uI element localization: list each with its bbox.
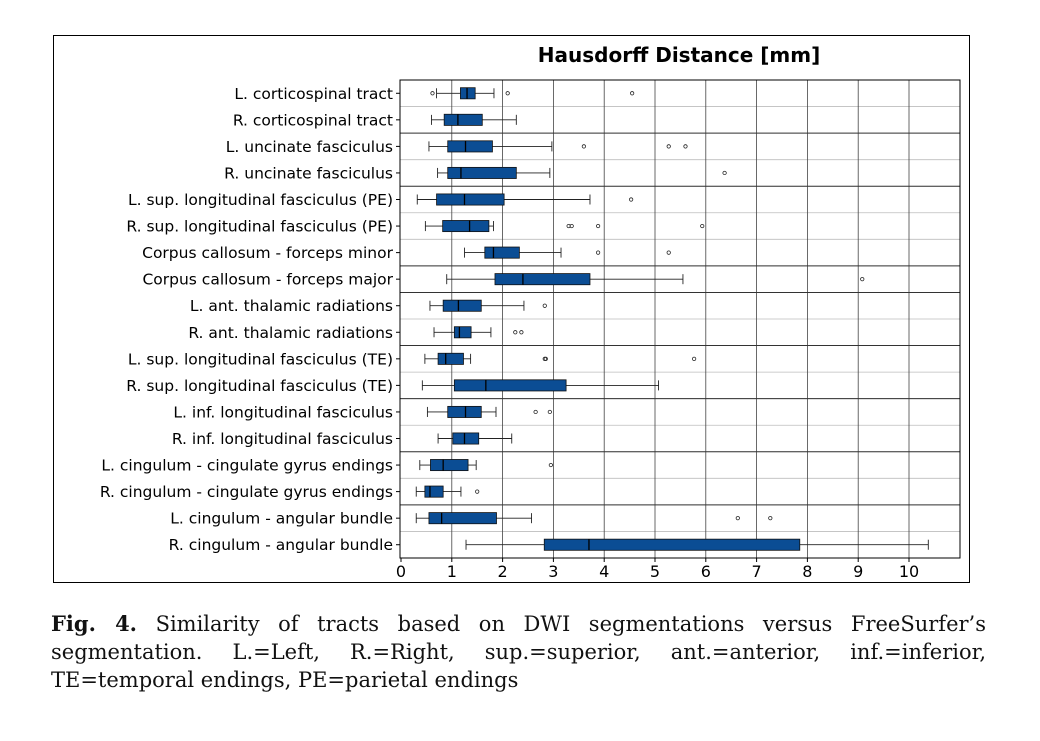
category-label: R. sup. longitudinal fasciculus (TE) — [126, 377, 393, 395]
box-iqr — [447, 140, 493, 153]
box-iqr — [430, 459, 469, 472]
box-iqr — [453, 326, 472, 339]
category-label: L. inf. longitudinal fasciculus — [173, 403, 393, 421]
figure-caption: Fig. 4. Similarity of tracts based on DW… — [51, 610, 986, 694]
outlier-point — [581, 144, 586, 149]
x-tick-label: 5 — [650, 562, 660, 581]
category-label: L. cingulum - cingulate gyrus endings — [101, 457, 393, 475]
category-label: L. ant. thalamic radiations — [190, 297, 393, 315]
box-iqr — [484, 246, 520, 259]
outlier-point — [519, 330, 524, 335]
category-label: L. uncinate fasciculus — [226, 138, 393, 156]
x-tick-label: 7 — [752, 562, 762, 581]
category-label: R. corticospinal tract — [233, 111, 393, 129]
category-label: R. cingulum - angular bundle — [169, 536, 393, 554]
outlier-point — [543, 356, 548, 361]
outlier-point — [666, 144, 671, 149]
category-label: R. ant. thalamic radiations — [188, 324, 393, 342]
box-iqr — [443, 113, 483, 126]
outlier-point — [630, 91, 635, 96]
x-tick-label: 1 — [447, 562, 457, 581]
outlier-point — [430, 91, 435, 96]
outlier-point — [548, 462, 553, 468]
x-tick-label: 6 — [701, 562, 711, 581]
category-label: R. sup. longitudinal fasciculus (PE) — [126, 218, 393, 236]
category-label: Corpus callosum - forceps major — [142, 271, 393, 289]
x-tick-label: 10 — [899, 562, 919, 581]
outlier-point — [596, 250, 601, 255]
category-label: L. sup. longitudinal fasciculus (PE) — [128, 191, 393, 209]
outlier-point — [475, 489, 480, 494]
outlier-point — [542, 303, 547, 308]
x-tick-label: 4 — [599, 562, 609, 581]
outlier-point — [683, 144, 688, 149]
box-iqr — [460, 87, 476, 100]
box-iqr — [428, 512, 497, 525]
outlier-point — [692, 356, 697, 361]
figure-frame: L. corticospinal tract R. corticospinal t… — [53, 35, 970, 583]
x-tick-label: 8 — [802, 562, 812, 581]
category-label: L. sup. longitudinal fasciculus (TE) — [128, 350, 393, 368]
category-label: L. cingulum - angular bundle — [170, 510, 393, 528]
category-label: R. inf. longitudinal fasciculus — [172, 430, 393, 448]
outlier-point — [700, 223, 705, 229]
box-plot-chart: L. corticospinal tract R. corticospinal t… — [100, 43, 961, 581]
outlier-point — [505, 91, 510, 96]
box-iqr — [494, 273, 591, 286]
x-tick-label: 3 — [548, 562, 558, 581]
box-iqr — [543, 538, 801, 551]
box-iqr — [453, 379, 567, 392]
caption-text: Similarity of tracts based on DWI segmen… — [51, 612, 986, 692]
outlier-point — [735, 516, 740, 521]
box-iqr — [447, 405, 482, 418]
category-label: Corpus callosum - forceps minor — [142, 244, 393, 262]
category-label: R. uncinate fasciculus — [224, 164, 393, 182]
outlier-point — [860, 277, 865, 282]
outlier-point — [666, 250, 671, 255]
outlier-point — [569, 223, 574, 229]
x-tick-label: 0 — [396, 562, 406, 581]
outlier-point — [547, 409, 552, 415]
box-iqr — [424, 485, 444, 498]
outlier-point — [629, 197, 634, 202]
x-tick-label: 2 — [498, 562, 508, 581]
box-iqr — [442, 220, 490, 233]
x-tick-label: 9 — [853, 562, 863, 581]
category-label: R. cingulum - cingulate gyrus endings — [100, 483, 393, 501]
box-iqr — [452, 432, 480, 445]
chart-title: Hausdorff Distance [mm] — [538, 43, 820, 67]
outlier-point — [533, 409, 538, 415]
box-iqr — [442, 299, 482, 312]
outlier-point — [596, 223, 601, 229]
outlier-point — [722, 170, 727, 176]
box-iqr — [447, 166, 517, 179]
outlier-point — [513, 330, 518, 335]
box-iqr — [436, 193, 505, 206]
outlier-point — [768, 516, 773, 521]
caption-label: Fig. 4. — [51, 611, 137, 636]
plot-area-border — [399, 79, 961, 559]
box-iqr — [437, 352, 464, 365]
category-label: L. corticospinal tract — [234, 85, 393, 103]
